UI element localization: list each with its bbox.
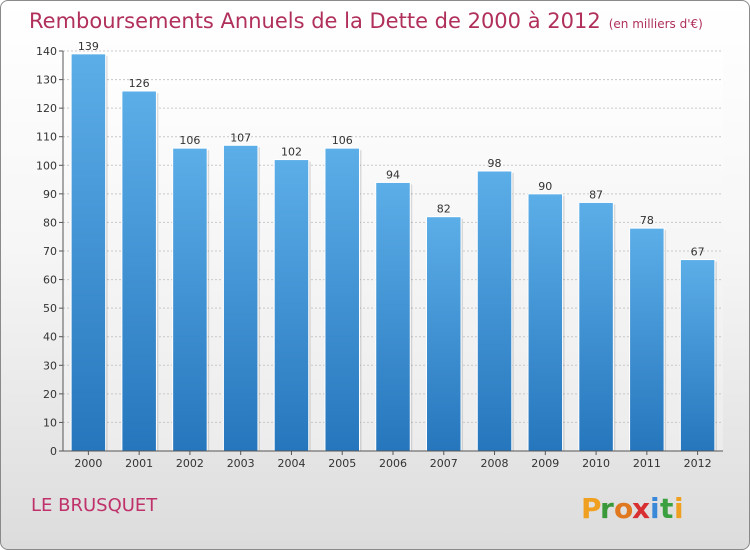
bar [527, 193, 564, 452]
commune-name: LE BRUSQUET [31, 495, 158, 516]
svg-text:i: i [650, 492, 660, 525]
x-tick-label: 2003 [227, 457, 255, 470]
bar-value-label: 106 [332, 134, 353, 147]
x-tick-label: 2005 [328, 457, 356, 470]
svg-text:o: o [614, 492, 633, 525]
chart-title: Remboursements Annuels de la Dette de 20… [29, 9, 703, 33]
x-tick-label: 2002 [176, 457, 204, 470]
svg-text:r: r [600, 492, 614, 525]
x-tick-label: 2000 [74, 457, 102, 470]
y-tick-label: 130 [36, 74, 57, 87]
bar-value-label: 126 [129, 77, 150, 90]
x-tick-label: 2008 [481, 457, 509, 470]
x-tick-label: 2011 [633, 457, 661, 470]
bar [121, 90, 157, 452]
axis-layer: 0 10 20 30 40 50 60 70 80 90 100 110 120 130 140 2000 20… [36, 45, 723, 470]
svg-text:i: i [674, 492, 684, 525]
y-tick-label: 20 [43, 388, 57, 401]
y-tick-label: 30 [43, 359, 57, 372]
y-tick-label: 10 [43, 416, 57, 429]
bar [578, 201, 614, 452]
bar [172, 147, 208, 452]
bar-value-label: 139 [78, 40, 99, 53]
bar [70, 53, 107, 452]
proxiti-logo: P r o x i t i [581, 492, 684, 525]
y-tick-label: 110 [36, 131, 57, 144]
y-tick-label: 70 [43, 245, 57, 258]
bar [679, 259, 716, 452]
bar-value-label: 98 [488, 157, 502, 170]
bar [273, 159, 310, 452]
svg-text:P: P [581, 492, 602, 525]
x-tick-label: 2010 [582, 457, 610, 470]
svg-text:x: x [632, 492, 650, 525]
svg-text:t: t [660, 492, 673, 525]
y-tick-label: 0 [50, 445, 57, 458]
y-tick-label: 80 [43, 216, 57, 229]
bar-value-label: 107 [230, 131, 251, 144]
bar [222, 144, 259, 452]
x-tick-label: 2001 [125, 457, 153, 470]
bar-value-label: 67 [691, 246, 705, 259]
bar-layer: 139 126 106 107 102 106 94 82 98 90 87 78 67 [70, 40, 717, 452]
bar-value-label: 87 [589, 188, 603, 201]
bar [476, 170, 513, 452]
x-tick-label: 2009 [531, 457, 559, 470]
bar-value-label: 102 [281, 146, 302, 159]
bar [324, 147, 360, 452]
bar-value-label: 90 [538, 180, 552, 193]
y-tick-label: 100 [36, 159, 57, 172]
bar [629, 227, 665, 452]
y-tick-label: 60 [43, 274, 57, 287]
chart-title-text: Remboursements Annuels de la Dette de 20… [29, 9, 601, 33]
x-tick-label: 2004 [277, 457, 305, 470]
x-tick-label: 2007 [430, 457, 458, 470]
x-tick-label: 2006 [379, 457, 407, 470]
chart-unit: (en milliers d'€) [608, 17, 703, 31]
y-tick-label: 120 [36, 102, 57, 115]
bar-value-label: 78 [640, 214, 654, 227]
bar [426, 216, 462, 452]
bar-value-label: 94 [386, 168, 400, 181]
bar-value-label: 82 [437, 203, 451, 216]
x-tick-label: 2012 [684, 457, 712, 470]
bar-chart: 139 126 106 107 102 106 94 82 98 90 87 78 67 0 10 20 30… [36, 40, 723, 470]
y-tick-label: 140 [36, 45, 57, 58]
bar [375, 181, 411, 452]
y-tick-label: 50 [43, 302, 57, 315]
bar-value-label: 106 [179, 134, 200, 147]
y-tick-label: 40 [43, 331, 57, 344]
y-tick-label: 90 [43, 188, 57, 201]
